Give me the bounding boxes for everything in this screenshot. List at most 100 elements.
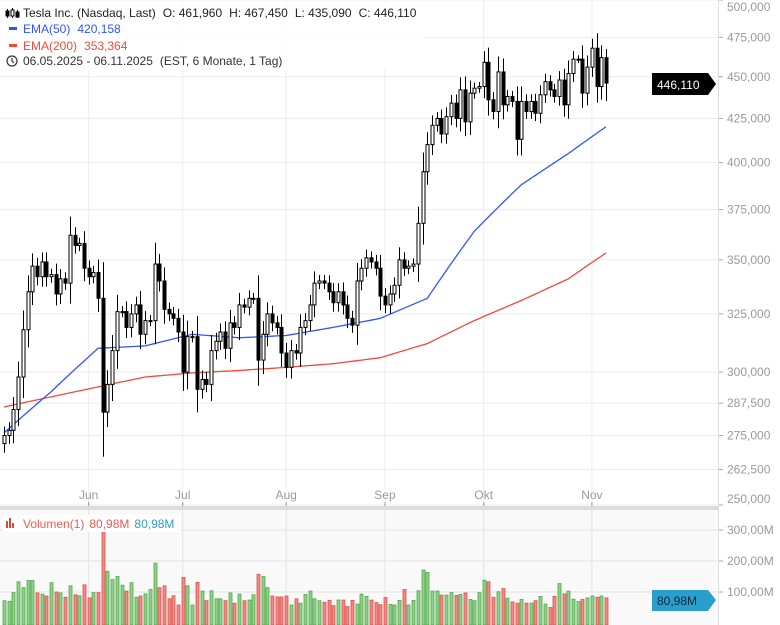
candle-body [270, 313, 275, 324]
candle [317, 275, 322, 290]
clock-icon [6, 55, 18, 67]
volume-bar [477, 592, 482, 625]
candle [91, 265, 96, 284]
volume-tick-label: 300,00M [727, 523, 774, 537]
candle-body [21, 329, 26, 378]
volume-bar [571, 598, 576, 625]
price-tick-label: 425,000 [727, 111, 771, 125]
ema50-label[interactable]: EMA(50) [23, 22, 70, 36]
volume-bar [265, 587, 270, 625]
candle-body [54, 274, 59, 295]
volume-bar [279, 596, 284, 625]
candle [585, 55, 590, 106]
price-tick-label: 500,000 [727, 0, 771, 14]
volume-bar [181, 577, 186, 625]
candle-body [82, 242, 87, 269]
candle [30, 253, 35, 306]
candle [54, 263, 59, 306]
candle [68, 216, 73, 304]
volume-bar [322, 601, 327, 625]
volume-bar [190, 604, 195, 625]
volume-bar [491, 596, 496, 625]
volume-bar [96, 592, 101, 625]
ohlc-close: C: 446,110 [359, 6, 417, 20]
candle-body [312, 282, 317, 306]
price-tick-label: 300,000 [727, 365, 771, 379]
price-axis: 500,000 475,000 450,000 425,000 400,000 375,0… [719, 0, 771, 506]
candle-body [510, 95, 515, 102]
candle-body [322, 280, 327, 284]
volume-bar [110, 579, 115, 625]
candle-body [425, 144, 430, 173]
volume-bar [472, 600, 477, 625]
volume-bar [167, 598, 172, 625]
candle-body [599, 57, 604, 88]
last-volume-value: 80,98M [657, 594, 697, 608]
candle [463, 76, 468, 137]
volume-bar [105, 570, 110, 625]
volume-bar [176, 604, 181, 625]
pane-separator[interactable] [0, 506, 718, 510]
ema200-label[interactable]: EMA(200) [23, 39, 77, 53]
volume-bar [392, 604, 397, 625]
ema50-value: 420,158 [77, 22, 121, 36]
legend-background [0, 2, 424, 70]
volume-bar [388, 604, 393, 625]
candle-body [11, 409, 16, 431]
candle-body [406, 265, 411, 269]
candle [101, 262, 106, 457]
volume-bar [284, 595, 289, 625]
candle-body [411, 263, 416, 267]
volume-bar [303, 594, 308, 625]
volume-label[interactable]: Volumen(1) [23, 517, 84, 531]
volume-bar [421, 569, 426, 625]
candle [129, 304, 134, 338]
volume-tick-label: 100,00M [727, 585, 774, 599]
candle-body [124, 311, 129, 328]
candle [374, 254, 379, 276]
candle [425, 132, 430, 185]
candle [599, 45, 604, 100]
candle-body [543, 81, 548, 96]
candle [378, 254, 383, 311]
candle [336, 283, 341, 312]
time-tick-label: Sep [374, 488, 396, 502]
candle-body [402, 259, 407, 269]
candle [595, 33, 600, 103]
volume-bar [383, 597, 388, 625]
volume-bar [312, 598, 317, 625]
volume-bar [468, 599, 473, 625]
volume-bar [35, 592, 40, 625]
volume-bar [585, 597, 590, 625]
candle [63, 272, 68, 290]
ema50-series [3, 126, 607, 434]
candle-body [134, 304, 139, 315]
candle-body [237, 304, 242, 328]
volume-bar [350, 599, 355, 625]
volume-bar [237, 593, 242, 625]
volume-bar [49, 582, 54, 625]
candle [515, 86, 520, 156]
volume-bar [599, 595, 604, 625]
candle [58, 269, 63, 305]
candle-body [533, 100, 538, 114]
ohlc-open: O: 461,960 [163, 6, 223, 20]
volume-bar [364, 595, 369, 625]
candle [298, 314, 303, 367]
candle-body [552, 89, 557, 97]
candle-body [77, 242, 82, 246]
candle [157, 253, 162, 292]
volume-bar [11, 592, 16, 625]
price-tick-label: 475,000 [727, 30, 771, 44]
candle [35, 257, 40, 286]
price-tick-label: 250,000 [727, 492, 771, 506]
candle [195, 315, 200, 413]
candle-body [143, 320, 148, 335]
candle [402, 252, 407, 277]
volume-bar [115, 576, 120, 625]
candle [279, 314, 284, 367]
candle [176, 308, 181, 342]
candle [388, 285, 393, 314]
candle-body [435, 117, 440, 126]
